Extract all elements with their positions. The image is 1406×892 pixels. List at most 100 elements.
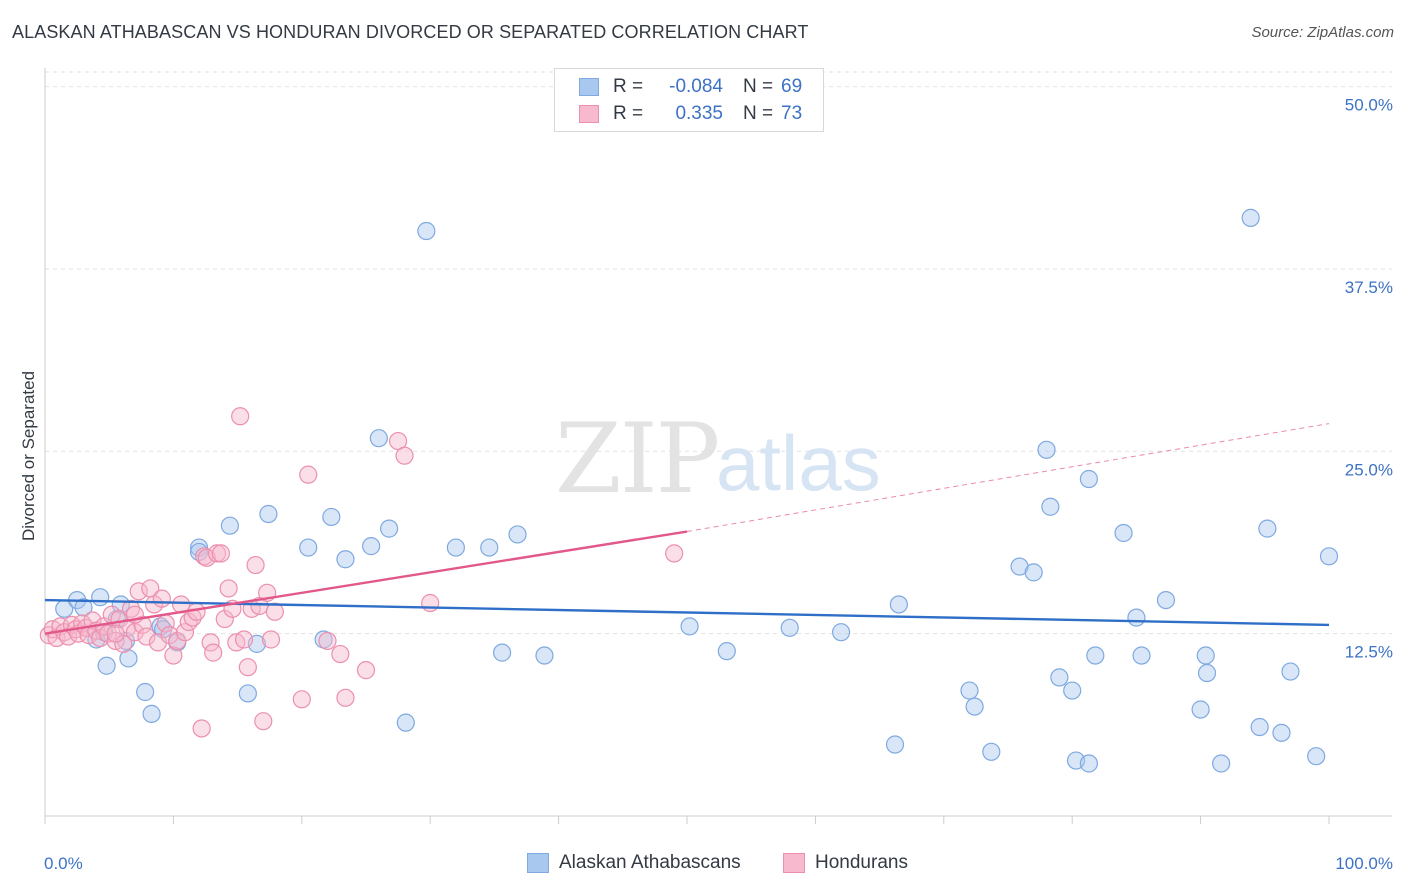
data-point (1079, 754, 1098, 773)
data-point (1050, 668, 1069, 687)
data-point (1319, 547, 1339, 566)
data-point (1196, 646, 1215, 665)
data-point (665, 544, 684, 563)
series-hondurans (39, 407, 684, 738)
data-point (137, 627, 156, 646)
data-point (74, 598, 93, 617)
x-tick-label: 100.0% (1335, 854, 1393, 873)
data-point (204, 643, 223, 662)
data-point (152, 589, 171, 608)
data-point (889, 595, 908, 614)
y-axis-label: Divorced or Separated (19, 371, 38, 541)
data-point (142, 704, 161, 723)
data-point (421, 593, 440, 613)
data-point (215, 609, 234, 629)
legend-n-value: 73 (781, 103, 803, 124)
source-label: Source: ZipAtlas.com (1251, 24, 1394, 41)
watermark-atlas: atlas (716, 419, 881, 507)
data-point (254, 712, 273, 731)
x-tick-label: 0.0% (44, 854, 83, 873)
data-point (318, 631, 337, 651)
data-point (1281, 662, 1300, 681)
legend-n-value: 69 (781, 76, 803, 97)
data-point (960, 681, 979, 700)
data-point (356, 661, 376, 680)
data-point (129, 582, 148, 601)
data-point (717, 642, 736, 661)
data-point (1114, 523, 1133, 543)
data-point (396, 713, 415, 732)
legend-n-label: N = (743, 103, 774, 124)
data-point (219, 579, 238, 598)
grid-lines (45, 71, 1392, 635)
data-point (1156, 590, 1176, 610)
trend-extension-1 (686, 423, 1330, 533)
data-point (395, 446, 414, 465)
data-point (261, 630, 281, 649)
legend-r-value: -0.084 (669, 76, 723, 97)
data-point (831, 623, 851, 642)
legend-r-label: R = (613, 76, 644, 97)
legend-r-label: R = (613, 103, 644, 124)
legend-swatch-blue (579, 78, 599, 96)
data-point (189, 538, 209, 557)
data-point (331, 644, 350, 664)
data-point (417, 221, 436, 241)
legend-n-label: N = (743, 76, 774, 97)
data-point (234, 630, 254, 649)
y-tick-label: 12.5% (1345, 643, 1393, 662)
trend-line-1 (44, 530, 688, 635)
data-point (1037, 440, 1056, 459)
y-tick-label: 25.0% (1345, 460, 1393, 479)
data-point (259, 504, 278, 524)
data-point (299, 538, 318, 557)
data-point (59, 627, 78, 646)
data-point (164, 646, 183, 665)
data-point (982, 742, 1001, 761)
points-layer (39, 208, 1339, 773)
data-point (187, 602, 206, 621)
data-point (1079, 469, 1098, 489)
correlation-legend: R = -0.084 N = 69 R = 0.335 N = 73 (554, 68, 824, 132)
data-point (1024, 563, 1043, 582)
data-point (148, 633, 168, 652)
data-point (111, 595, 130, 614)
data-point (380, 519, 399, 538)
chart-title: ALASKAN ATHABASCAN VS HONDURAN DIVORCED … (12, 22, 809, 42)
data-point (336, 550, 355, 569)
data-point (1212, 754, 1231, 773)
data-point (480, 538, 499, 557)
data-point (197, 548, 216, 567)
bottom-legend-athabascan: Alaskan Athabascans (527, 852, 741, 874)
legend-r-value: 0.335 (675, 103, 723, 124)
data-point (97, 656, 116, 675)
data-point (207, 544, 227, 563)
data-point (1191, 700, 1210, 719)
data-point (535, 646, 554, 665)
trend-lines (44, 423, 1330, 635)
data-point (322, 507, 341, 527)
legend-swatch-pink (579, 105, 599, 123)
data-point (246, 555, 265, 575)
data-point (136, 682, 155, 702)
data-point (369, 429, 388, 448)
legend-row-athabascan: R = -0.084 N = 69 (579, 74, 802, 100)
data-point (91, 588, 110, 607)
data-point (106, 624, 125, 643)
data-point (292, 690, 311, 709)
data-point (1307, 747, 1326, 766)
trend-line-0 (44, 598, 1330, 627)
data-point (299, 465, 318, 484)
data-point (780, 618, 799, 637)
data-point (1272, 723, 1291, 742)
bottom-legend-label: Hondurans (815, 852, 908, 873)
data-point (1063, 681, 1082, 700)
axes (44, 68, 1392, 824)
data-point (211, 544, 231, 563)
data-point (192, 719, 211, 738)
y-tick-label: 37.5% (1345, 278, 1393, 297)
bottom-legend-honduran: Hondurans (783, 852, 908, 874)
data-point (1258, 519, 1277, 538)
data-point (265, 602, 284, 621)
data-point (493, 643, 512, 662)
